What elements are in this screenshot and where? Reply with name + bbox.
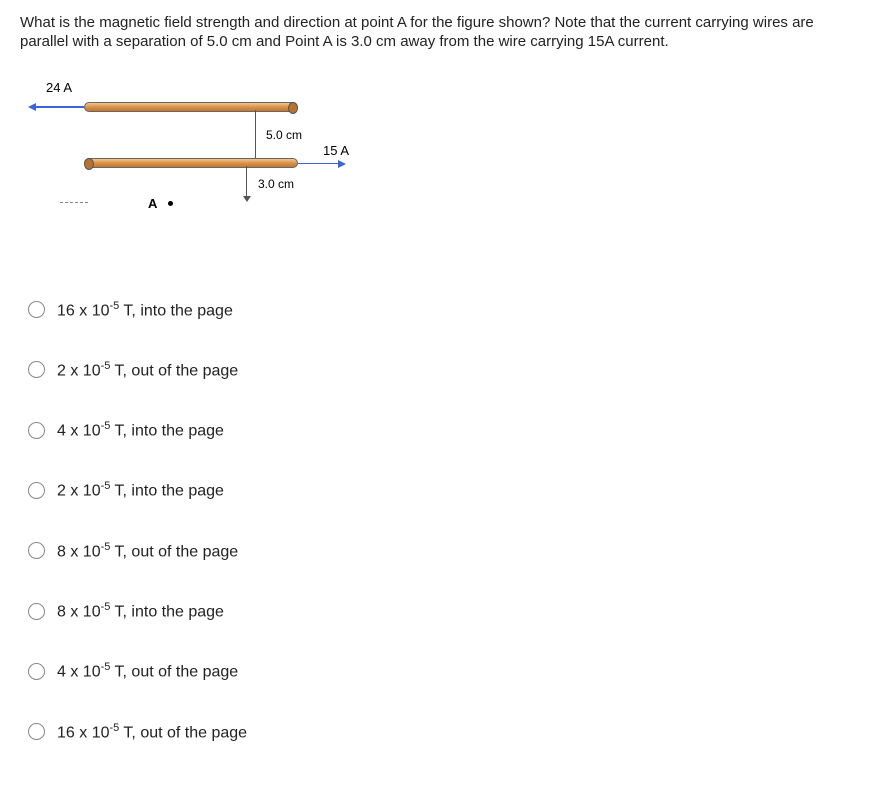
point-a-label: A — [148, 196, 157, 211]
distance-line — [246, 166, 247, 198]
separation-label: 5.0 cm — [266, 128, 302, 142]
current-top-label: 24 A — [46, 80, 72, 95]
ground-tick — [60, 202, 88, 203]
options-list: 16 x 10-5 T, into the page 2 x 10-5 T, ou… — [28, 300, 858, 743]
radio-icon[interactable] — [28, 422, 45, 439]
arrow-right-icon — [298, 163, 340, 164]
option-row-6[interactable]: 4 x 10-5 T, out of the page — [28, 661, 858, 681]
wire-top — [84, 102, 298, 112]
option-row-3[interactable]: 2 x 10-5 T, into the page — [28, 480, 858, 500]
option-text: 4 x 10-5 T, out of the page — [57, 661, 238, 681]
option-text: 4 x 10-5 T, into the page — [57, 420, 224, 440]
option-row-7[interactable]: 16 x 10-5 T, out of the page — [28, 722, 858, 742]
arrow-left-icon — [34, 106, 84, 108]
current-bot-label: 15 A — [323, 143, 349, 158]
separation-line — [255, 110, 256, 160]
option-text: 2 x 10-5 T, into the page — [57, 480, 224, 500]
option-text: 2 x 10-5 T, out of the page — [57, 360, 238, 380]
option-row-4[interactable]: 8 x 10-5 T, out of the page — [28, 541, 858, 561]
option-row-1[interactable]: 2 x 10-5 T, out of the page — [28, 360, 858, 380]
wire-bottom — [84, 158, 298, 168]
radio-icon[interactable] — [28, 301, 45, 318]
option-row-0[interactable]: 16 x 10-5 T, into the page — [28, 300, 858, 320]
option-text: 16 x 10-5 T, into the page — [57, 300, 233, 320]
question-text: What is the magnetic field strength and … — [20, 14, 858, 52]
physics-diagram: 24 A 5.0 cm 15 A 3.0 cm A — [30, 80, 370, 240]
option-text: 16 x 10-5 T, out of the page — [57, 722, 247, 742]
option-row-5[interactable]: 8 x 10-5 T, into the page — [28, 601, 858, 621]
option-row-2[interactable]: 4 x 10-5 T, into the page — [28, 420, 858, 440]
radio-icon[interactable] — [28, 723, 45, 740]
radio-icon[interactable] — [28, 603, 45, 620]
option-text: 8 x 10-5 T, into the page — [57, 601, 224, 621]
radio-icon[interactable] — [28, 542, 45, 559]
radio-icon[interactable] — [28, 361, 45, 378]
point-a-dot — [168, 201, 173, 206]
radio-icon[interactable] — [28, 663, 45, 680]
distance-label: 3.0 cm — [258, 177, 294, 191]
option-text: 8 x 10-5 T, out of the page — [57, 541, 238, 561]
radio-icon[interactable] — [28, 482, 45, 499]
